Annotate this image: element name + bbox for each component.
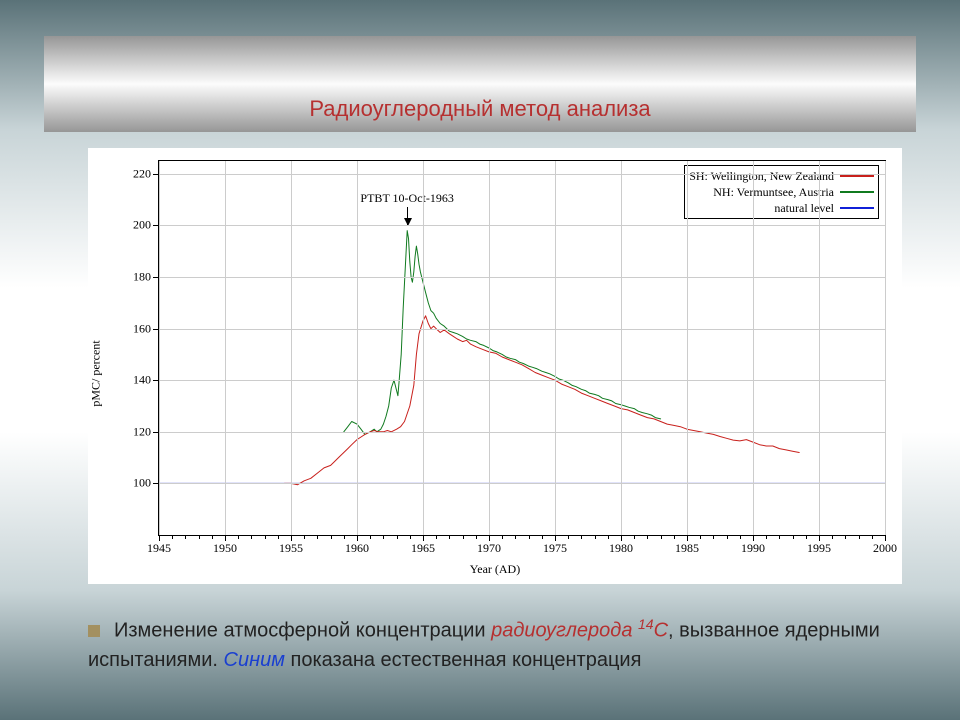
x-tick-label: 2000 (873, 541, 897, 556)
chart-plot-area: SH: Wellington, New Zealand NH: Vermunts… (158, 160, 886, 536)
x-tick-label: 1955 (279, 541, 303, 556)
legend-swatch (840, 207, 874, 209)
legend-entry-natural: natural level (689, 200, 874, 216)
legend-swatch (840, 191, 874, 193)
y-tick-label: 140 (133, 373, 151, 388)
caption-text3: показана естественная концентрация (285, 649, 641, 671)
y-tick-label: 160 (133, 321, 151, 336)
x-tick-label: 1975 (543, 541, 567, 556)
y-tick-label: 100 (133, 476, 151, 491)
caption-text: Изменение атмосферной концентрации (114, 620, 491, 642)
x-tick-label: 1960 (345, 541, 369, 556)
x-tick-label: 1990 (741, 541, 765, 556)
caption: Изменение атмосферной концентрации радио… (88, 614, 902, 675)
title-bar: Радиоуглеродный метод анализа (44, 36, 916, 132)
legend-label: NH: Vermuntsee, Austria (713, 185, 834, 200)
annotation-arrow-icon (407, 207, 408, 225)
chart-annotation: PTBT 10-Oct-1963 (360, 191, 453, 206)
y-tick-label: 180 (133, 270, 151, 285)
x-tick-label: 1965 (411, 541, 435, 556)
chart-panel: pMC/ percent SH: Wellington, New Zealand… (88, 148, 902, 584)
legend-entry-sh: SH: Wellington, New Zealand (689, 168, 874, 184)
y-axis-title: pMC/ percent (89, 340, 104, 406)
x-tick-label: 1950 (213, 541, 237, 556)
legend-swatch (840, 175, 874, 177)
y-tick-label: 120 (133, 424, 151, 439)
y-tick-label: 200 (133, 218, 151, 233)
x-tick-label: 1995 (807, 541, 831, 556)
x-tick-label: 1970 (477, 541, 501, 556)
caption-red2: С (654, 620, 668, 642)
x-tick-label: 1980 (609, 541, 633, 556)
caption-blue: Синим (224, 649, 285, 671)
legend-label: natural level (774, 201, 834, 216)
x-tick-label: 1985 (675, 541, 699, 556)
caption-sup: 14 (638, 616, 654, 632)
caption-red: радиоуглерода (491, 620, 638, 642)
y-tick-label: 220 (133, 166, 151, 181)
x-tick-label: 1945 (147, 541, 171, 556)
legend-entry-nh: NH: Vermuntsee, Austria (689, 184, 874, 200)
bullet-icon (88, 625, 100, 637)
x-axis-title: Year (AD) (470, 562, 520, 577)
slide-title: Радиоуглеродный метод анализа (309, 96, 650, 122)
legend-label: SH: Wellington, New Zealand (689, 169, 834, 184)
